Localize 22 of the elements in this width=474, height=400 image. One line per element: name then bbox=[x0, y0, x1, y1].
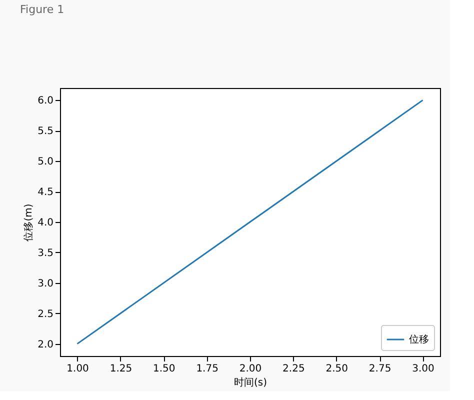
x-tick-label: 1.25 bbox=[110, 364, 132, 374]
caption: Figure 1 bbox=[20, 3, 64, 16]
x-tick-label: 2.00 bbox=[239, 364, 262, 374]
x-axis-title: 时间(s) bbox=[234, 376, 268, 388]
x-tick-label: 2.25 bbox=[282, 364, 305, 374]
x-tick-label: 1.00 bbox=[66, 364, 89, 374]
x-tick-label: 2.50 bbox=[326, 364, 348, 374]
x-tick-label: 1.75 bbox=[196, 364, 218, 374]
y-axis-title: 位移(m) bbox=[22, 204, 35, 242]
y-tick-label: 2.5 bbox=[38, 308, 54, 320]
legend-label: 位移 bbox=[409, 334, 429, 346]
y-tick-label: 5.0 bbox=[38, 156, 54, 168]
y-tick-label: 3.5 bbox=[38, 248, 54, 259]
y-tick-label: 3.0 bbox=[38, 278, 54, 290]
y-tick-label: 5.5 bbox=[38, 126, 54, 138]
y-tick-label: 4.5 bbox=[38, 187, 54, 198]
y-tick-label: 6.0 bbox=[38, 96, 54, 107]
x-tick-label: 3.00 bbox=[412, 364, 434, 374]
y-tick-label: 2.0 bbox=[38, 339, 54, 350]
y-tick-label: 4.0 bbox=[38, 218, 54, 228]
x-tick-label: 1.50 bbox=[153, 364, 176, 374]
x-tick-label: 2.75 bbox=[368, 364, 392, 374]
